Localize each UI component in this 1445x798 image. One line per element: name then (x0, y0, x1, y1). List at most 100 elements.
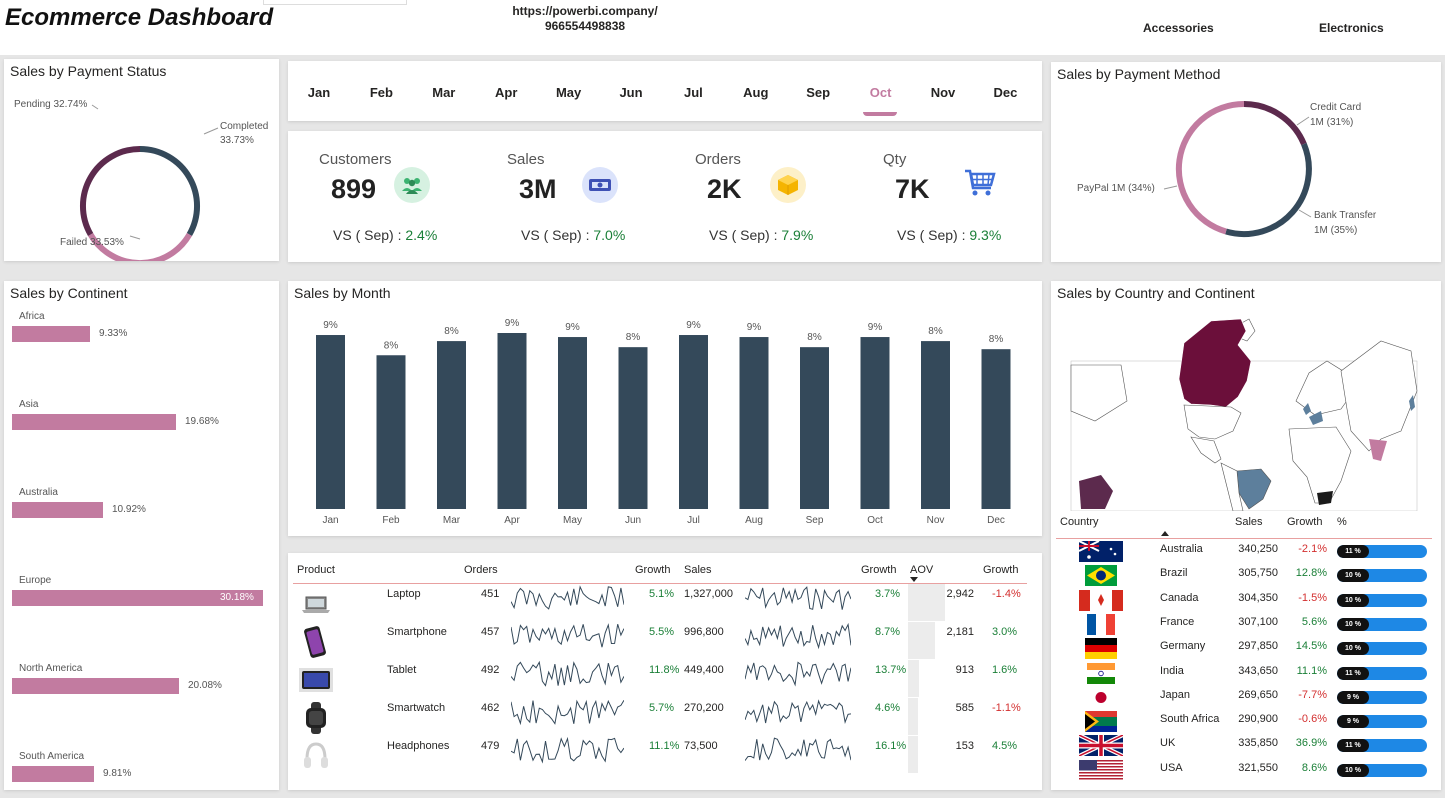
continent-bar-fill[interactable] (12, 590, 263, 606)
month-mar-button[interactable]: Mar (432, 85, 456, 100)
bar-aug[interactable] (739, 337, 769, 509)
product-orders: 451 (481, 588, 500, 600)
payment-method-donut[interactable] (1051, 62, 1441, 262)
continent-value: 9.33% (99, 328, 128, 339)
country-sales: 307,100 (1238, 615, 1278, 628)
header-sales[interactable]: Sales (1235, 516, 1263, 528)
world-map[interactable] (1051, 281, 1441, 511)
sparkline (745, 622, 851, 650)
completed-value: 33.73% (220, 135, 254, 146)
category-accessories-button[interactable]: Accessories (1143, 21, 1214, 35)
bar-jun[interactable] (618, 347, 648, 509)
country-row[interactable]: France 307,100 5.6% 10 % (1051, 613, 1441, 637)
sparkline (511, 623, 624, 648)
continent-bar-fill[interactable] (12, 326, 90, 342)
header-orders[interactable]: Orders (464, 564, 498, 576)
bar-feb[interactable] (376, 355, 406, 509)
bar-may[interactable] (558, 337, 587, 509)
country-row[interactable]: Germany 297,850 14.5% 10 % (1051, 637, 1441, 661)
continent-name: Australia (19, 487, 58, 498)
month-oct-button[interactable]: Oct (869, 85, 892, 100)
header-growth-aov[interactable]: Growth (983, 564, 1019, 576)
month-jan-button[interactable]: Jan (307, 85, 331, 100)
header-country[interactable]: Country (1060, 516, 1099, 528)
map-australia (1079, 475, 1113, 509)
month-jul-button[interactable]: Jul (683, 85, 703, 100)
header-growth[interactable]: Growth (1287, 516, 1323, 528)
bar-dec[interactable] (981, 349, 1011, 509)
continent-bar-fill[interactable] (12, 414, 176, 430)
country-row[interactable]: Australia 340,250 -2.1% 11 % (1051, 540, 1441, 564)
product-aov: 2,942 (946, 588, 974, 600)
product-sales-growth: 16.1% (875, 740, 907, 752)
month-sep-button[interactable]: Sep (806, 85, 831, 100)
continent-bar-fill[interactable] (12, 502, 103, 518)
flag-germany-icon (1079, 638, 1123, 660)
month-feb-button[interactable]: Feb (369, 85, 393, 100)
country-row[interactable]: USA 321,550 8.6% 10 % (1051, 759, 1441, 783)
completed-label: Completed (220, 121, 269, 132)
sales-by-month-panel: Sales by Month 9% Jan 8% Feb 8% Mar 9% Apr 9% May… (288, 281, 1042, 536)
country-share-value: 11 % (1337, 666, 1369, 680)
continent-bar-fill[interactable] (12, 766, 94, 782)
month-jun-button[interactable]: Jun (619, 85, 643, 100)
bar-data-label: 9% (323, 320, 338, 331)
aov-bar (908, 660, 919, 697)
country-row[interactable]: Brazil 305,750 12.8% 10 % (1051, 564, 1441, 588)
month-nov-button[interactable]: Nov (930, 85, 956, 100)
continent-bar-fill[interactable] (12, 678, 179, 694)
continent-bar-australia[interactable]: Australia 10.92% (8, 487, 278, 527)
product-orders: 479 (481, 740, 500, 752)
bar-oct[interactable] (860, 337, 890, 509)
bar-jul[interactable] (679, 335, 708, 509)
company-link[interactable]: https://powerbi.company/ 966554498838 (480, 4, 690, 34)
header-growth-orders[interactable]: Growth (635, 564, 671, 576)
sort-asc-icon[interactable] (1161, 531, 1169, 537)
payment-status-donut[interactable] (4, 59, 279, 261)
header-growth-sales[interactable]: Growth (861, 564, 897, 576)
continent-bar-south-america[interactable]: South America 9.81% (8, 751, 278, 791)
aov-bar (908, 622, 935, 659)
bar-mar[interactable] (437, 341, 466, 509)
x-tick-label: Jun (625, 515, 641, 526)
country-share-pill: 9 % (1337, 690, 1427, 704)
bar-apr[interactable] (497, 333, 527, 509)
header-percent[interactable]: % (1337, 516, 1347, 528)
country-sales: 304,350 (1238, 591, 1278, 604)
country-row[interactable]: South Africa 290,900 -0.6% 9 % (1051, 710, 1441, 734)
bar-jan[interactable] (316, 335, 345, 509)
product-sales-growth: 3.7% (875, 588, 901, 600)
continent-bar-africa[interactable]: Africa 9.33% (8, 311, 278, 351)
month-dec-button[interactable]: Dec (993, 85, 1018, 100)
country-share-pill: 10 % (1337, 569, 1427, 583)
kpi-panel: Customers 899 VS ( Sep) : 2.4% Sales 3M VS ( … (288, 131, 1042, 262)
header-product[interactable]: Product (297, 564, 335, 576)
country-share-value: 10 % (1337, 593, 1369, 607)
month-may-button[interactable]: May (555, 85, 582, 100)
country-row[interactable]: India 343,650 11.1% 11 % (1051, 662, 1441, 686)
continent-panel: Sales by Continent Africa 9.33% Asia 19.68%… (4, 281, 279, 790)
continent-bar-north-america[interactable]: North America 20.08% (8, 663, 278, 703)
category-electronics-button[interactable]: Electronics (1319, 21, 1384, 35)
country-row[interactable]: Japan 269,650 -7.7% 9 % (1051, 686, 1441, 710)
x-tick-label: Apr (504, 515, 520, 526)
continent-bar-asia[interactable]: Asia 19.68% (8, 399, 278, 439)
product-sales-growth: 13.7% (875, 664, 907, 676)
bar-nov[interactable] (921, 341, 950, 509)
header-sales[interactable]: Sales (684, 564, 712, 576)
bar-sep[interactable] (800, 347, 829, 509)
product-orders-growth: 5.1% (649, 588, 675, 600)
header-aov[interactable]: AOV (910, 564, 934, 576)
continent-bar-europe[interactable]: Europe 30.18% (8, 575, 278, 615)
kpi-label: Orders (695, 151, 741, 168)
month-aug-button[interactable]: Aug (743, 85, 769, 100)
country-row[interactable]: UK 335,850 36.9% 11 % (1051, 733, 1441, 759)
product-sales: 449,400 (684, 664, 724, 676)
month-apr-button[interactable]: Apr (494, 85, 518, 100)
country-row[interactable]: Canada 304,350 -1.5% 10 % (1051, 589, 1441, 613)
country-share-pill: 11 % (1337, 739, 1427, 753)
product-aov: 2,181 (946, 626, 974, 638)
sort-desc-icon[interactable] (910, 577, 918, 583)
pending-segment (79, 146, 141, 236)
url-line[interactable]: https://powerbi.company/ (512, 4, 658, 18)
